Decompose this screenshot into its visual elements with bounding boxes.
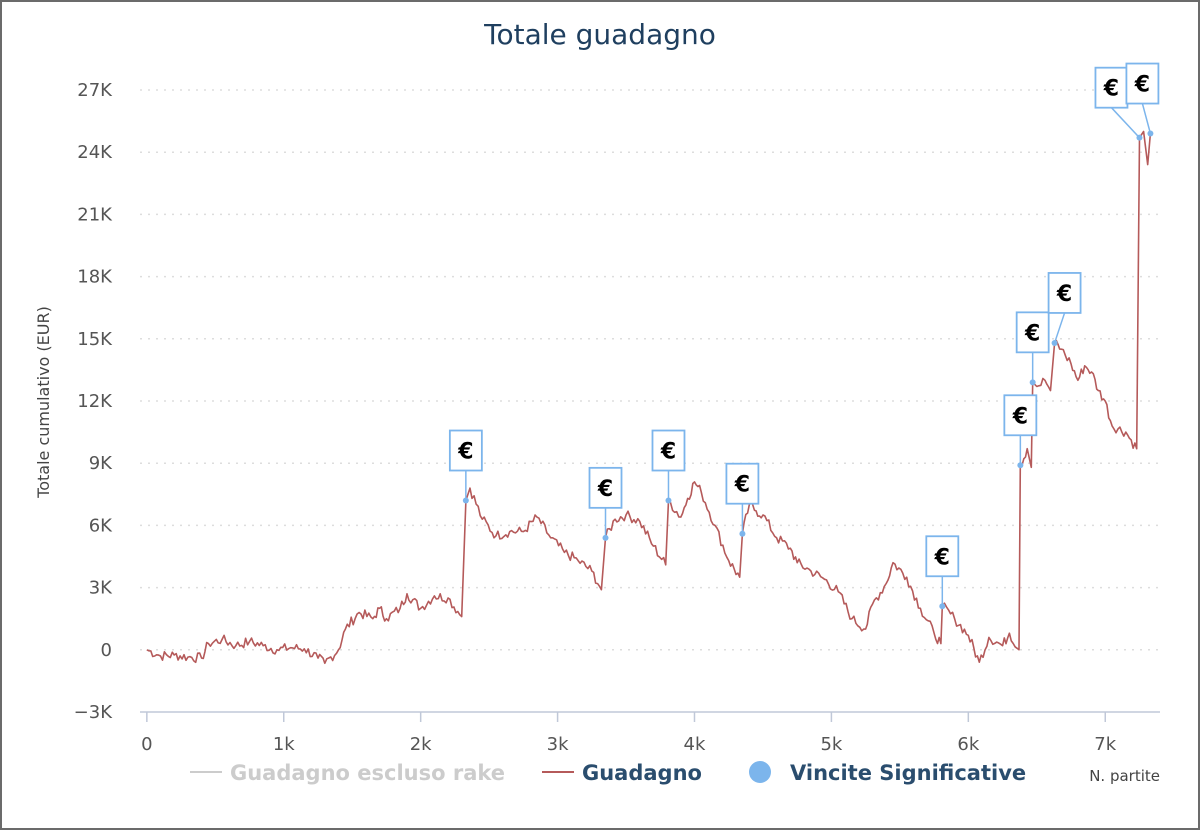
euro-icon: €: [1012, 404, 1028, 429]
win-marker[interactable]: [602, 534, 609, 541]
significant-win-flag[interactable]: €: [1094, 66, 1143, 141]
x-tick-label: 1k: [273, 734, 295, 755]
y-tick-label: 3K: [89, 578, 113, 599]
significant-win-flag[interactable]: €: [651, 429, 686, 504]
win-marker[interactable]: [1029, 379, 1036, 386]
legend-marker-icon: [749, 761, 771, 783]
grid-lines: [140, 89, 1160, 651]
y-tick-label: 24K: [77, 142, 113, 163]
flag-box: [925, 535, 960, 578]
y-tick-label: 0: [101, 640, 112, 661]
x-tick-label: 4k: [684, 734, 706, 755]
flag-connector: [1141, 103, 1152, 134]
x-tick-label: 2k: [410, 734, 432, 755]
significant-win-flag[interactable]: €: [1047, 272, 1082, 346]
significant-win-flag[interactable]: €: [1125, 62, 1160, 137]
y-tick-label: 9K: [89, 453, 113, 474]
significant-win-flag[interactable]: €: [1015, 311, 1050, 386]
significant-win-flag[interactable]: €: [588, 466, 623, 541]
euro-icon: €: [934, 545, 950, 570]
y-axis-label: Totale cumulativo (EUR): [34, 306, 53, 499]
guadagno-line[interactable]: [146, 130, 1152, 665]
y-tick-label: 6K: [89, 515, 113, 536]
flag-box: [1003, 394, 1038, 437]
flag-connector: [1053, 312, 1066, 344]
chart-title: Totale guadagno: [483, 18, 716, 51]
flag-box: [1047, 272, 1082, 314]
euro-icon: €: [1056, 282, 1072, 307]
win-marker[interactable]: [1136, 134, 1143, 141]
flag-box: [1125, 62, 1160, 105]
legend-label: Vincite Significative: [790, 761, 1026, 785]
x-tick-label: 6k: [957, 734, 979, 755]
y-tick-label: 12K: [77, 391, 113, 412]
y-tick-label: 15K: [77, 329, 113, 350]
euro-icon: €: [1103, 77, 1119, 102]
flag-box: [1094, 66, 1129, 109]
flag-box: [448, 429, 483, 472]
win-marker[interactable]: [462, 497, 469, 504]
flag-box: [1015, 311, 1050, 354]
win-marker[interactable]: [1051, 339, 1058, 346]
x-tick-label: 5k: [820, 734, 842, 755]
x-tick-label: 0: [141, 734, 152, 755]
euro-icon: €: [1024, 321, 1040, 346]
y-axis-ticks: −3K 0 3K 6K 9K 12K 15K 18K 21K 24K 27K: [74, 80, 114, 723]
legend-label: Guadagno escluso rake: [230, 761, 505, 785]
significant-win-flag[interactable]: €: [925, 535, 960, 610]
legend-item[interactable]: Vincite Significative: [749, 761, 1026, 785]
legend-item[interactable]: Guadagno escluso rake: [190, 761, 505, 785]
win-marker[interactable]: [1147, 130, 1154, 137]
win-marker[interactable]: [1017, 462, 1024, 469]
significant-win-flag[interactable]: €: [448, 429, 483, 504]
x-axis-label: N. partite: [1089, 767, 1160, 785]
legend: Guadagno escluso rake Guadagno Vincite Sig…: [190, 761, 1026, 785]
euro-icon: €: [457, 440, 473, 465]
x-tick-label: 3k: [547, 734, 569, 755]
flag-box: [725, 462, 760, 505]
legend-label: Guadagno: [582, 761, 702, 785]
flag-box: [588, 466, 623, 509]
euro-icon: €: [597, 477, 613, 502]
euro-icon: €: [1134, 73, 1150, 98]
x-tick-label: 7k: [1094, 734, 1116, 755]
series-guadagno[interactable]: [146, 130, 1152, 665]
significant-win-flags[interactable]: € € € € € € € € € €: [448, 62, 1160, 610]
y-tick-label: 27K: [77, 80, 113, 101]
win-marker[interactable]: [739, 530, 746, 537]
legend-item[interactable]: Guadagno: [542, 761, 702, 785]
win-marker[interactable]: [665, 497, 672, 504]
significant-win-flag[interactable]: €: [725, 462, 760, 537]
significant-win-flag[interactable]: €: [1003, 394, 1038, 469]
x-axis: 0 1k 2k 3k 4k 5k 6k 7k: [140, 711, 1160, 755]
euro-icon: €: [660, 440, 676, 465]
win-marker[interactable]: [939, 603, 946, 610]
flag-connector: [1110, 107, 1141, 139]
euro-icon: €: [734, 473, 750, 498]
y-tick-label: −3K: [74, 702, 114, 723]
flag-box: [651, 429, 686, 472]
y-tick-label: 18K: [77, 267, 113, 288]
y-tick-label: 21K: [77, 204, 113, 225]
